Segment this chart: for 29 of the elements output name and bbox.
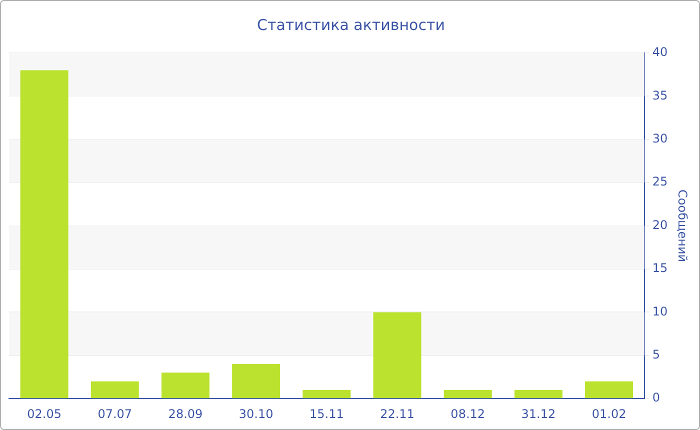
y-tick-label: 30 <box>652 132 668 146</box>
y-tick-label: 35 <box>652 88 668 102</box>
bar <box>90 381 139 398</box>
x-tick-label: 01.02 <box>592 406 626 421</box>
x-tick-label: 30.10 <box>238 406 274 421</box>
x-tick-label: 28.09 <box>168 406 203 421</box>
x-tick-label: 02.05 <box>27 406 62 421</box>
bar <box>20 70 68 398</box>
y-tick-label: 10 <box>652 304 668 318</box>
bar <box>514 390 562 398</box>
y-axis-title: Сообщений <box>676 190 690 262</box>
chart-title: Статистика активности <box>257 16 445 34</box>
x-tick-label: 31.12 <box>521 406 556 421</box>
bar <box>373 312 422 398</box>
x-tick-label: 15.11 <box>309 406 344 421</box>
x-tick-label: 22.11 <box>380 406 414 421</box>
y-tick-label: 15 <box>652 261 668 276</box>
bar <box>232 364 280 398</box>
x-tick-label: 08.12 <box>450 406 486 421</box>
bar <box>585 381 634 398</box>
y-tick-label: 5 <box>652 348 660 362</box>
y-tick-label: 20 <box>652 218 668 232</box>
bar <box>444 390 492 398</box>
x-tick-label: 07.07 <box>98 406 132 421</box>
bar <box>302 390 351 398</box>
bar <box>161 372 210 398</box>
y-tick-label: 25 <box>652 174 668 189</box>
y-tick-label: 40 <box>652 45 668 60</box>
y-tick-label: 0 <box>652 390 660 405</box>
